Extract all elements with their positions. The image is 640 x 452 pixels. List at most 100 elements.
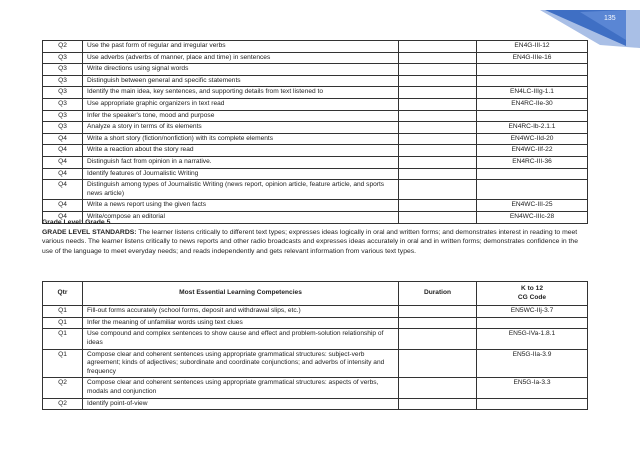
qtr-cell: Q3 (42, 121, 83, 134)
competency-cell: Compose clear and coherent sentences usi… (82, 377, 399, 399)
cg-code-cell: EN4WC-IIf-22 (476, 144, 588, 157)
table-row: Q4 Write a news report using the given fa… (42, 199, 588, 212)
competency-cell: Identify features of Journalistic Writin… (82, 167, 399, 181)
qtr-cell: Q1 (42, 328, 83, 350)
cg-code-cell: EN4RC-Ib-2.1.1 (476, 121, 588, 134)
cg-code-cell: EN4WC-IIIc-28 (476, 210, 588, 224)
qtr-cell: Q3 (42, 109, 83, 123)
competency-cell: Write a reaction about the story read (82, 144, 399, 157)
table-row: Q2 Identify point-of-view (42, 397, 588, 411)
competency-cell: Write a news report using the given fact… (82, 199, 399, 212)
table-row: Q4 Distinguish fact from opinion in a nar… (42, 155, 588, 169)
cg-code-cell (476, 74, 588, 88)
competency-cell: Fill-out forms accurately (school forms,… (82, 305, 399, 318)
competency-cell: Distinguish between general and specific… (82, 74, 399, 88)
table-row: Q4 Write/compose an editorial EN4WC-IIIc-2… (42, 210, 588, 224)
table-row: Q2 Use the past form of regular and irreg… (42, 40, 588, 53)
cg-code-cell (476, 63, 588, 76)
competency-cell: Identify point-of-view (82, 397, 399, 411)
table-row: Q3 Write directions using signal words (42, 63, 588, 76)
cg-code-cell: EN5WC-IIj-3.7 (476, 305, 588, 318)
competency-table-grade4: Q2 Use the past form of regular and irreg… (42, 40, 588, 224)
duration-cell (398, 40, 477, 53)
cg-code-cell (476, 179, 588, 201)
duration-cell (398, 109, 477, 123)
header-qtr: Qtr (42, 280, 83, 307)
duration-cell (398, 199, 477, 212)
qtr-cell: Q2 (42, 377, 83, 399)
competency-cell: Write/compose an editorial (82, 210, 399, 224)
duration-cell (398, 74, 477, 88)
table-row: Q1 Use compound and complex sentences to … (42, 328, 588, 350)
header-cg-code: K to 12 CG Code (476, 280, 588, 307)
duration-cell (398, 155, 477, 169)
duration-cell (398, 121, 477, 134)
cg-code-cell: EN4G-III-12 (476, 40, 588, 53)
header-competencies: Most Essential Learning Competencies (82, 280, 399, 307)
competency-cell: Analyze a story in terms of its elements (82, 121, 399, 134)
qtr-cell: Q2 (42, 40, 83, 53)
duration-cell (398, 51, 477, 65)
qtr-cell: Q3 (42, 74, 83, 88)
competency-cell: Infer the speaker's tone, mood and purpo… (82, 109, 399, 123)
table-row: Q4 Distinguish among types of Journalisti… (42, 179, 588, 201)
grade-level-section: Grade Level: Grade 5 GRADE LEVEL STANDAR… (42, 218, 590, 256)
competency-cell: Use appropriate graphic organizers in te… (82, 97, 399, 111)
duration-cell (398, 63, 477, 76)
qtr-cell: Q3 (42, 97, 83, 111)
competency-cell: Use adverbs (adverbs of manner, place an… (82, 51, 399, 65)
qtr-cell: Q3 (42, 51, 83, 65)
cg-code-cell (476, 167, 588, 181)
table-row: Q3 Use appropriate graphic organizers in … (42, 97, 588, 111)
duration-cell (398, 377, 477, 399)
duration-cell (398, 397, 477, 411)
competency-cell: Use the past form of regular and irregul… (82, 40, 399, 53)
duration-cell (398, 328, 477, 350)
table-row: Q4 Write a reaction about the story read E… (42, 144, 588, 157)
table-row: Q1 Compose clear and coherent sentences u… (42, 348, 588, 379)
cg-code-cell (476, 109, 588, 123)
cg-code-cell: EN5G-IVa-1.8.1 (476, 328, 588, 350)
duration-cell (398, 86, 477, 99)
cg-code-cell: EN4RC-IIe-30 (476, 97, 588, 111)
qtr-cell: Q1 (42, 305, 83, 318)
standards-label: GRADE LEVEL STANDARDS: (42, 228, 137, 236)
table-row: Q3 Infer the speaker's tone, mood and pur… (42, 109, 588, 123)
duration-cell (398, 132, 477, 146)
duration-cell (398, 348, 477, 379)
table-header-row: Qtr Most Essential Learning Competencies… (42, 280, 588, 307)
duration-cell (398, 305, 477, 318)
qtr-cell: Q4 (42, 155, 83, 169)
standards-text: The learner listens critically to differ… (42, 228, 578, 255)
cg-code-cell (476, 397, 588, 411)
competency-cell: Use compound and complex sentences to sh… (82, 328, 399, 350)
competency-cell: Distinguish among types of Journalistic … (82, 179, 399, 201)
cg-code-cell: EN4G-IIIe-16 (476, 51, 588, 65)
table-row: Q1 Fill-out forms accurately (school form… (42, 305, 588, 318)
competency-cell: Infer the meaning of unfamiliar words us… (82, 316, 399, 330)
cg-code-cell (476, 316, 588, 330)
duration-cell (398, 316, 477, 330)
cg-code-cell: EN5G-IIa-3.9 (476, 348, 588, 379)
cg-code-cell: EN5G-Ia-3.3 (476, 377, 588, 399)
cg-code-cell: EN4WC-IId-20 (476, 132, 588, 146)
table-row: Q3 Distinguish between general and specif… (42, 74, 588, 88)
duration-cell (398, 167, 477, 181)
cg-code-cell: EN4LC-IIIg-1.1 (476, 86, 588, 99)
qtr-cell: Q1 (42, 316, 83, 330)
duration-cell (398, 144, 477, 157)
page-number: 135 (604, 15, 616, 22)
grade-level-label: Grade Level: Grade 5 (42, 219, 111, 226)
qtr-cell: Q4 (42, 132, 83, 146)
qtr-cell: Q4 (42, 144, 83, 157)
header-duration: Duration (398, 280, 477, 307)
table-row: Q4 Write a short story (fiction/nonfictio… (42, 132, 588, 146)
table-row: Q1 Infer the meaning of unfamiliar words … (42, 316, 588, 330)
cg-code-cell: EN4RC-III-36 (476, 155, 588, 169)
duration-cell (398, 97, 477, 111)
competency-table-grade5: Qtr Most Essential Learning Competencies… (42, 280, 588, 411)
table-row: Q2 Compose clear and coherent sentences u… (42, 377, 588, 399)
table-row: Q3 Identify the main idea, key sentences,… (42, 86, 588, 99)
table-row: Q4 Identify features of Journalistic Writ… (42, 167, 588, 181)
qtr-cell: Q2 (42, 397, 83, 411)
